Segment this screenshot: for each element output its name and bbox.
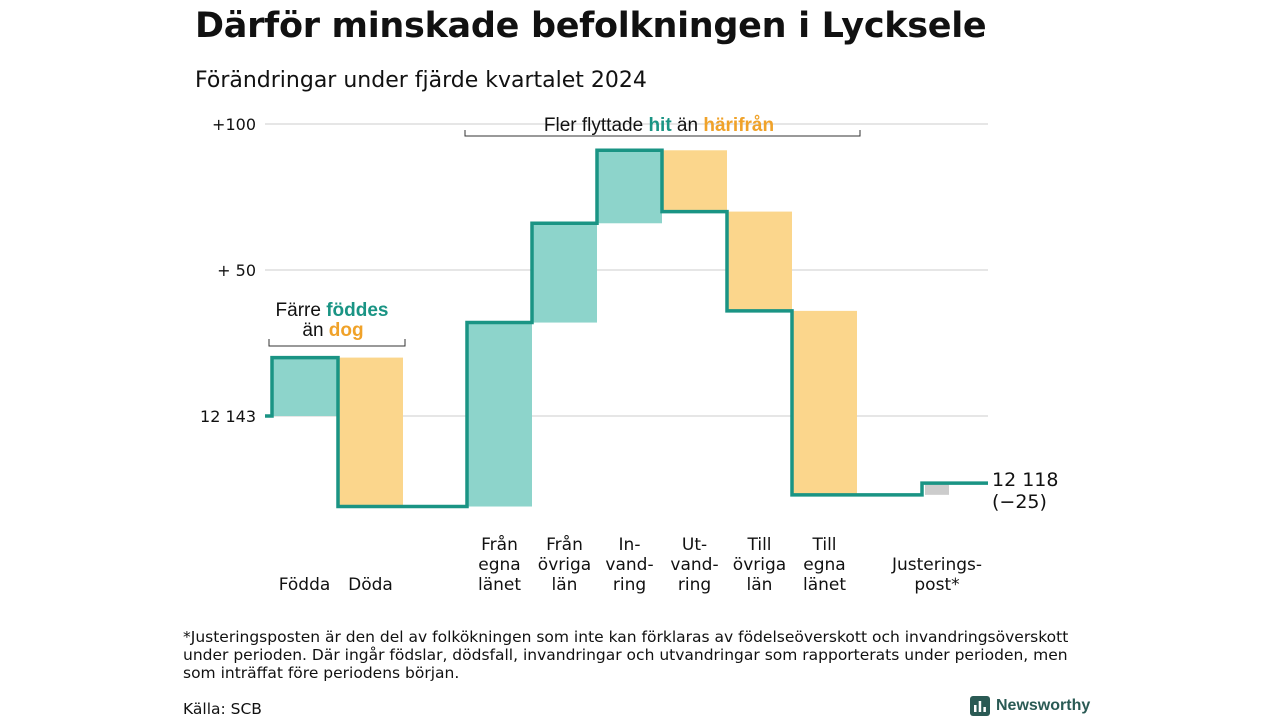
category-label: ring — [678, 575, 711, 595]
migration-annotation: Fler flyttade hit än härifrån — [544, 115, 774, 136]
category-label: län — [552, 575, 578, 595]
bars — [265, 148, 988, 509]
migration-out-highlight: härifrån — [703, 115, 774, 136]
category-label: övriga — [538, 555, 591, 575]
category-label: post* — [914, 575, 959, 595]
bar-in — [597, 150, 662, 224]
category-label: Till — [811, 535, 836, 555]
category-label: Ut- — [682, 535, 707, 555]
bar-out — [792, 310, 857, 495]
y-tick-labels: +100 + 50 12 143 — [200, 115, 256, 426]
migration-in-highlight: hit — [648, 115, 672, 136]
chart-subtitle: Förändringar under fjärde kvartalet 2024 — [195, 68, 647, 93]
newsworthy-logo-icon — [970, 696, 990, 716]
category-label: Från — [481, 534, 518, 555]
deaths-highlight: dog — [329, 320, 364, 341]
births-annotation-line2: än dog — [302, 320, 363, 341]
category-label: vand- — [670, 555, 718, 575]
footnote: *Justeringsposten är den del av folkökni… — [183, 628, 1069, 682]
bar-out — [338, 357, 403, 507]
end-labels: 12 118(−25) — [992, 469, 1058, 513]
category-label: Från — [546, 534, 583, 555]
migration-bracket — [464, 130, 861, 137]
end-change-label: (−25) — [992, 491, 1047, 513]
category-label: Justerings- — [891, 555, 982, 575]
category-label: In- — [619, 535, 641, 555]
bar-in — [272, 357, 337, 416]
category-label: länet — [803, 575, 846, 595]
y-tick-label: 12 143 — [200, 407, 256, 426]
category-label: ring — [613, 575, 646, 595]
births-highlight: föddes — [326, 300, 388, 321]
bar-in — [532, 223, 597, 323]
bar-out — [727, 211, 792, 311]
category-label: egna — [478, 555, 520, 575]
category-label: egna — [803, 555, 845, 575]
chart-title: Därför minskade befolkningen i Lycksele — [195, 6, 987, 46]
category-label: Födda — [279, 575, 331, 595]
brand-name: Newsworthy — [996, 697, 1091, 714]
source-label: Källa: SCB — [183, 700, 262, 718]
y-tick-label: + 50 — [217, 261, 256, 280]
births-bracket — [268, 339, 406, 347]
bar-out — [662, 150, 727, 212]
category-label: Till — [746, 535, 771, 555]
category-label: länet — [478, 575, 521, 595]
bar-adjust — [925, 483, 949, 495]
cumulative-line — [265, 148, 988, 509]
brand-logo: Newsworthy — [970, 696, 1090, 716]
category-label: Döda — [348, 575, 393, 595]
births-prefix: Färre — [276, 300, 327, 321]
end-value-label: 12 118 — [992, 469, 1058, 491]
bar-in — [467, 322, 532, 507]
migration-prefix: Fler flyttade — [544, 115, 649, 136]
births-annotation-line1: Färre föddes — [276, 300, 389, 321]
y-tick-label: +100 — [212, 115, 256, 134]
category-label: övriga — [733, 555, 786, 575]
births-middle: än — [302, 320, 328, 341]
category-label: län — [747, 575, 773, 595]
category-label: vand- — [605, 555, 653, 575]
migration-middle: än — [672, 115, 704, 136]
category-labels: Födda DödaFrånegnalänetFrånövrigalänIn-va… — [279, 534, 982, 595]
